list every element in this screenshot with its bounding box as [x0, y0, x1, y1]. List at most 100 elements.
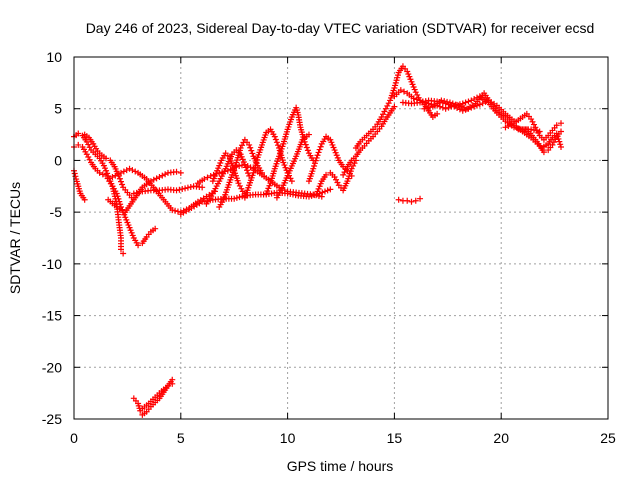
data-point [458, 103, 465, 110]
data-point [236, 162, 243, 169]
data-point [557, 141, 564, 148]
data-point [85, 153, 92, 160]
data-point [303, 144, 310, 151]
data-point [540, 149, 547, 156]
data-point [176, 186, 183, 193]
data-point [242, 164, 249, 171]
data-point [169, 380, 176, 387]
data-point [312, 157, 319, 164]
data-point [461, 104, 468, 111]
data-point [156, 173, 163, 180]
x-tick-label: 15 [387, 430, 403, 446]
data-point [75, 130, 82, 137]
data-point [316, 146, 323, 153]
data-point [465, 98, 472, 105]
data-point [529, 118, 536, 125]
data-point [476, 101, 483, 108]
data-point [442, 105, 449, 112]
data-point [444, 98, 451, 105]
data-point [452, 101, 459, 108]
data-point [271, 133, 278, 140]
data-point [72, 173, 79, 180]
x-tick-label: 25 [600, 430, 616, 446]
data-point [173, 168, 180, 175]
data-point [182, 185, 189, 192]
data-point [327, 186, 334, 193]
data-point [553, 122, 560, 129]
data-points [71, 63, 565, 418]
axis-ticks: 0 5 10 15 20 25 10 5 0 -5 -10 -15 -20 -25 [42, 49, 616, 446]
data-point [397, 87, 404, 94]
data-point [323, 171, 330, 178]
data-point [272, 136, 279, 143]
data-point [153, 175, 160, 182]
y-tick-label: 5 [54, 101, 62, 117]
data-point [258, 169, 265, 176]
series-s13 [241, 126, 295, 201]
data-point [184, 184, 191, 191]
series-s24 [515, 126, 565, 152]
series-s15 [273, 131, 312, 201]
data-point [333, 176, 340, 183]
y-tick-label: -20 [42, 359, 62, 375]
data-point [174, 208, 181, 215]
data-point [75, 141, 82, 148]
data-point [126, 165, 133, 172]
data-point [133, 189, 140, 196]
data-point [556, 138, 563, 145]
data-point [419, 98, 426, 105]
data-point [112, 172, 119, 179]
data-point [340, 171, 347, 178]
data-point [391, 103, 398, 110]
data-point [109, 173, 116, 180]
data-point [311, 192, 318, 199]
gridlines [74, 57, 608, 419]
data-point [459, 107, 466, 114]
y-tick-label: 10 [46, 49, 62, 65]
data-point [236, 182, 243, 189]
data-point [103, 155, 110, 162]
data-point [446, 99, 453, 106]
data-point [302, 141, 309, 148]
series-s25 [395, 195, 424, 205]
data-point [558, 128, 565, 135]
data-point [351, 160, 358, 167]
data-point [120, 168, 127, 175]
data-point [404, 197, 411, 204]
data-point [341, 169, 348, 176]
data-point [381, 108, 388, 115]
data-point [462, 99, 469, 106]
data-point [401, 88, 408, 95]
y-tick-label: 0 [54, 152, 62, 168]
data-point [350, 162, 357, 169]
data-point [132, 168, 139, 175]
data-point [173, 187, 180, 194]
data-point [123, 167, 130, 174]
data-point [315, 149, 322, 156]
series-s23 [502, 110, 565, 143]
data-point [395, 196, 402, 203]
data-point [238, 185, 245, 192]
data-point [324, 187, 331, 194]
data-point [164, 382, 171, 389]
data-point [334, 179, 341, 186]
data-point [246, 141, 253, 148]
data-point [116, 175, 123, 182]
data-point [247, 144, 254, 151]
data-point [288, 178, 295, 185]
data-point [86, 144, 93, 151]
data-point [459, 100, 466, 107]
x-tick-label: 20 [493, 430, 509, 446]
data-point [554, 133, 561, 140]
data-point [502, 124, 509, 131]
data-point [169, 207, 176, 214]
data-point [505, 122, 512, 129]
data-point [305, 193, 312, 200]
data-point [187, 183, 194, 190]
data-point [321, 188, 328, 195]
data-point [117, 246, 124, 253]
x-tick-label: 0 [70, 430, 78, 446]
data-point [71, 170, 78, 177]
data-point [427, 104, 433, 111]
